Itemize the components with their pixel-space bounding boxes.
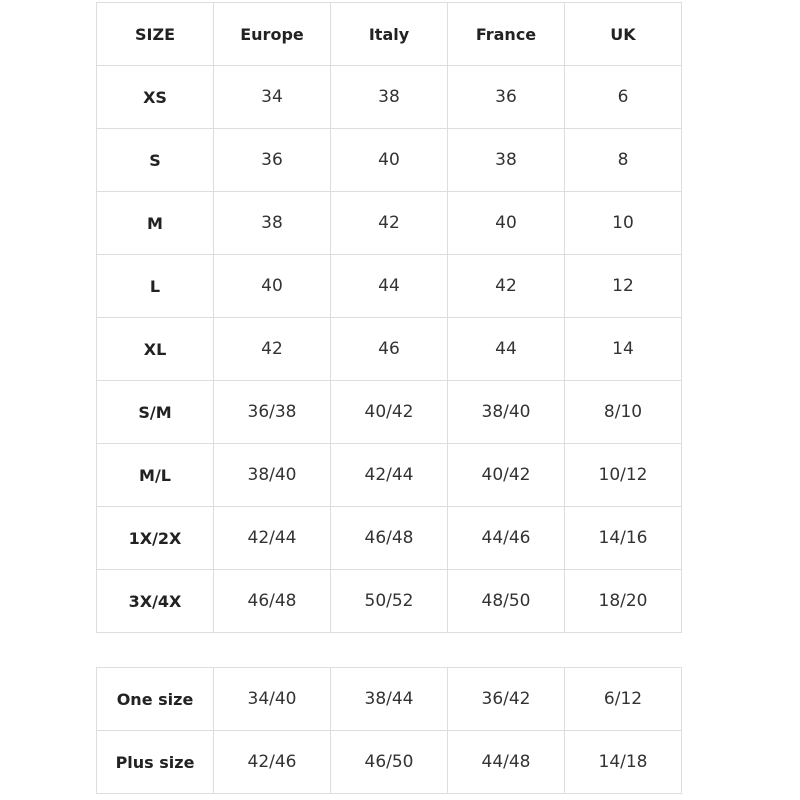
table-cell: 34/40 bbox=[213, 667, 331, 731]
table-cell: 38/40 bbox=[447, 380, 565, 444]
table-cell: 46/50 bbox=[330, 730, 448, 794]
table-row: S/M 36/38 40/42 38/40 8/10 bbox=[96, 380, 682, 444]
table-cell: 44/46 bbox=[447, 506, 565, 570]
table-cell: 42 bbox=[213, 317, 331, 381]
table-cell: 38/44 bbox=[330, 667, 448, 731]
table-row: XL 42 46 44 14 bbox=[96, 317, 682, 381]
table-row: 3X/4X 46/48 50/52 48/50 18/20 bbox=[96, 569, 682, 633]
header-cell: XL bbox=[96, 317, 214, 381]
table-cell: 46/48 bbox=[330, 506, 448, 570]
table-cell: 42/44 bbox=[213, 506, 331, 570]
table-cell: 14 bbox=[564, 317, 682, 381]
table-cell: 44 bbox=[447, 317, 565, 381]
header-cell: 3X/4X bbox=[96, 569, 214, 633]
table-cell: 6/12 bbox=[564, 667, 682, 731]
table-cell: 40/42 bbox=[447, 443, 565, 507]
table-cell: 42/46 bbox=[213, 730, 331, 794]
header-cell: SIZE bbox=[96, 2, 214, 66]
table-cell: 42/44 bbox=[330, 443, 448, 507]
table-cell: 40 bbox=[213, 254, 331, 318]
table-cell: 34 bbox=[213, 65, 331, 129]
table-cell: 50/52 bbox=[330, 569, 448, 633]
header-cell: M/L bbox=[96, 443, 214, 507]
table-cell: 42 bbox=[330, 191, 448, 255]
table-row: M/L 38/40 42/44 40/42 10/12 bbox=[96, 443, 682, 507]
table-cell: 38 bbox=[330, 65, 448, 129]
table-row: S 36 40 38 8 bbox=[96, 128, 682, 192]
header-cell: Europe bbox=[213, 2, 331, 66]
table-cell: 18/20 bbox=[564, 569, 682, 633]
header-cell: Plus size bbox=[96, 730, 214, 794]
table-cell: 14/16 bbox=[564, 506, 682, 570]
header-cell: 1X/2X bbox=[96, 506, 214, 570]
header-cell: One size bbox=[96, 667, 214, 731]
table-cell: 10 bbox=[564, 191, 682, 255]
table-row: Plus size 42/46 46/50 44/48 14/18 bbox=[96, 730, 682, 794]
header-cell: S/M bbox=[96, 380, 214, 444]
header-cell: France bbox=[447, 2, 565, 66]
table-cell: 8/10 bbox=[564, 380, 682, 444]
table-cell: 12 bbox=[564, 254, 682, 318]
table-cell: 40 bbox=[330, 128, 448, 192]
table-cell: 36 bbox=[447, 65, 565, 129]
table-cell: 46/48 bbox=[213, 569, 331, 633]
table-cell: 46 bbox=[330, 317, 448, 381]
table-cell: 36/42 bbox=[447, 667, 565, 731]
extra-size-table: One size 34/40 38/44 36/42 6/12 Plus size 42/4… bbox=[96, 667, 682, 794]
header-cell: XS bbox=[96, 65, 214, 129]
table-cell: 6 bbox=[564, 65, 682, 129]
table-cell: 8 bbox=[564, 128, 682, 192]
table-cell: 36 bbox=[213, 128, 331, 192]
header-row: SIZE Europe Italy France UK bbox=[96, 2, 682, 66]
header-cell: S bbox=[96, 128, 214, 192]
table-row: 1X/2X 42/44 46/48 44/46 14/16 bbox=[96, 506, 682, 570]
table-cell: 38/40 bbox=[213, 443, 331, 507]
header-cell: M bbox=[96, 191, 214, 255]
table-cell: 48/50 bbox=[447, 569, 565, 633]
header-cell: L bbox=[96, 254, 214, 318]
header-cell: UK bbox=[564, 2, 682, 66]
table-row: L 40 44 42 12 bbox=[96, 254, 682, 318]
size-table: SIZE Europe Italy France UK XS 34 38 36 6 S 36 40 38 8… bbox=[96, 2, 682, 633]
table-row: M 38 42 40 10 bbox=[96, 191, 682, 255]
table-cell: 42 bbox=[447, 254, 565, 318]
table-row: XS 34 38 36 6 bbox=[96, 65, 682, 129]
table-cell: 36/38 bbox=[213, 380, 331, 444]
table-cell: 44 bbox=[330, 254, 448, 318]
table-cell: 14/18 bbox=[564, 730, 682, 794]
table-cell: 40 bbox=[447, 191, 565, 255]
table-cell: 38 bbox=[447, 128, 565, 192]
table-cell: 38 bbox=[213, 191, 331, 255]
header-cell: Italy bbox=[330, 2, 448, 66]
table-cell: 44/48 bbox=[447, 730, 565, 794]
table-cell: 10/12 bbox=[564, 443, 682, 507]
table-cell: 40/42 bbox=[330, 380, 448, 444]
table-row: One size 34/40 38/44 36/42 6/12 bbox=[96, 667, 682, 731]
